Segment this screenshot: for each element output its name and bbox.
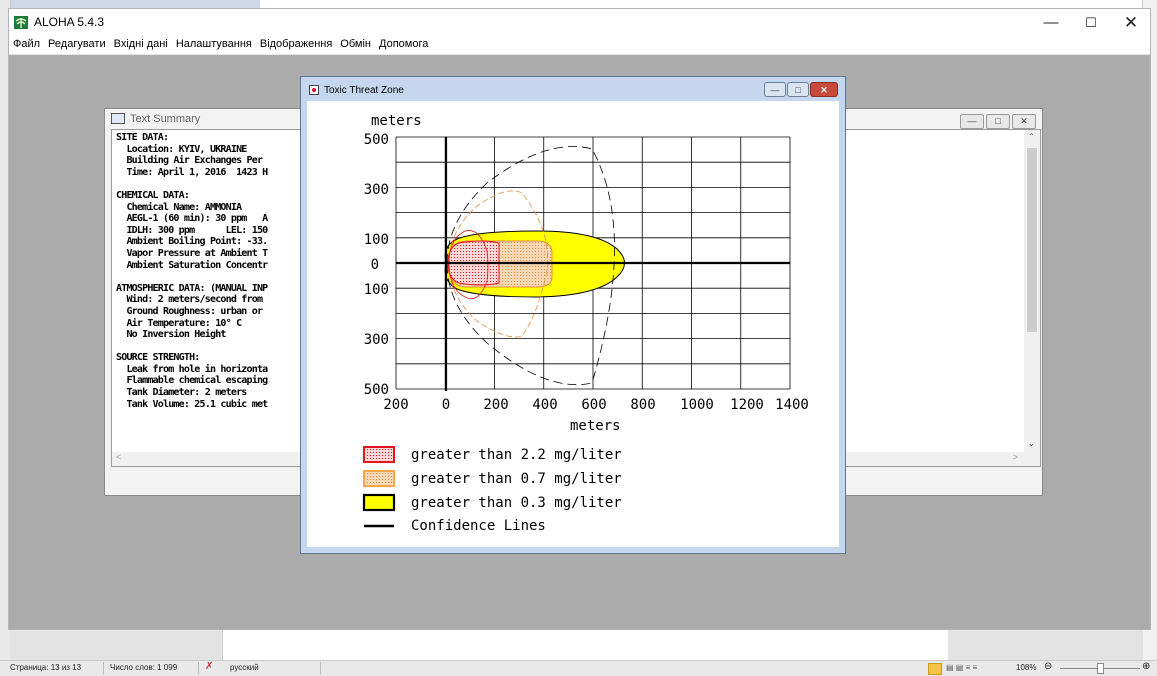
legend-label-red: greater than 2.2 mg/liter — [411, 447, 622, 463]
x-tick-label: 1400 — [775, 397, 809, 413]
menu-help[interactable]: Допомога — [379, 38, 429, 50]
y-tick-label: 100 — [364, 282, 389, 298]
text-summary-window-buttons: — □ ✕ — [958, 113, 1036, 129]
menu-edit[interactable]: Редагувати — [48, 38, 106, 50]
threat-zone-icon — [309, 85, 319, 95]
threat-zone-plot-area: meters meters 500 300 100 0 100 300 500 … — [307, 101, 839, 547]
scroll-up-icon[interactable]: ⌃ — [1028, 132, 1035, 141]
maximize-button[interactable]: ☐ — [1085, 15, 1097, 30]
print-layout-icon[interactable] — [928, 663, 942, 675]
y-tick-label: 500 — [364, 132, 389, 148]
status-word-count[interactable]: Число слов: 1 099 — [110, 663, 178, 672]
status-page[interactable]: Страница: 13 из 13 — [10, 663, 82, 672]
x-tick-label: 0 — [442, 397, 450, 413]
minimize-button[interactable]: — — [1043, 14, 1059, 31]
confidence-line-outer — [446, 146, 615, 386]
menu-bar: Файл Редагувати Вхідні дані Налаштування Від… — [9, 36, 1150, 55]
scroll-down-icon[interactable]: ⌄ — [1028, 439, 1035, 448]
summary-scroll-thumb[interactable] — [1027, 148, 1037, 332]
toxic-threat-zone-window: Toxic Threat Zone — □ ✕ — [300, 76, 846, 554]
word-toolbar-strip — [0, 0, 260, 8]
menu-file[interactable]: Файл — [13, 38, 41, 50]
x-tick-label: 800 — [630, 397, 655, 413]
menu-input-data[interactable]: Вхідні дані — [113, 38, 168, 50]
summary-vertical-scrollbar[interactable]: ⌃ ⌄ — [1024, 130, 1040, 466]
summary-close-button[interactable]: ✕ — [1012, 114, 1036, 129]
word-margin-left — [10, 628, 222, 660]
legend-label-yellow: greater than 0.3 mg/liter — [411, 495, 622, 511]
view-mode-icons[interactable]: ▤ ▤ ≡ ≡ — [946, 663, 978, 672]
menu-exchange[interactable]: Обмін — [340, 38, 371, 50]
scroll-left-icon[interactable]: < — [116, 452, 122, 462]
threat-maximize-button[interactable]: □ — [787, 82, 809, 97]
summary-minimize-button[interactable]: — — [960, 114, 984, 129]
x-tick-label: 200 — [483, 397, 508, 413]
zoom-slider-thumb[interactable] — [1097, 663, 1104, 674]
x-tick-label: 400 — [532, 397, 557, 413]
word-margin-right — [948, 628, 1143, 660]
text-summary-icon — [111, 113, 125, 124]
y-tick-label: 500 — [364, 382, 389, 398]
aloha-window-title: ALOHA 5.4.3 — [34, 15, 105, 29]
word-document-page[interactable] — [222, 628, 950, 660]
legend-swatch-yellow — [362, 493, 396, 512]
threat-minimize-button[interactable]: — — [764, 82, 786, 97]
y-unit-label: meters — [371, 113, 422, 129]
word-status-bar: Страница: 13 из 13 Число слов: 1 099 ✗ р… — [0, 660, 1157, 676]
x-tick-label: 1000 — [680, 397, 714, 413]
zoom-in-button[interactable]: ⊕ — [1142, 661, 1151, 672]
confidence-line-red — [448, 230, 489, 300]
spellcheck-icon[interactable]: ✗ — [205, 661, 214, 672]
threat-zone-plot: meters meters 500 300 100 0 100 300 500 … — [362, 113, 809, 534]
y-tick-label: 100 — [364, 232, 389, 248]
x-unit-label: meters — [570, 418, 621, 434]
y-tick-label: 0 — [371, 257, 379, 273]
y-tick-label: 300 — [364, 182, 389, 198]
summary-maximize-button[interactable]: □ — [986, 114, 1010, 129]
zoom-out-button[interactable]: ⊖ — [1044, 661, 1053, 672]
threat-close-button[interactable]: ✕ — [810, 82, 838, 97]
legend-swatch-orange — [363, 470, 395, 487]
status-language[interactable]: русский — [230, 663, 259, 672]
aloha-titlebar: ALOHA 5.4.3 — ☐ ✕ — [9, 9, 1150, 36]
zoom-level[interactable]: 108% — [1016, 663, 1037, 672]
threat-zone-title: Toxic Threat Zone — [324, 85, 404, 96]
legend-label-orange: greater than 0.7 mg/liter — [411, 471, 622, 487]
x-tick-label: 1200 — [730, 397, 764, 413]
x-tick-label: 600 — [581, 397, 606, 413]
menu-display[interactable]: Відображення — [259, 38, 333, 50]
y-tick-label: 300 — [364, 332, 389, 348]
legend-label-confidence: Confidence Lines — [411, 518, 546, 534]
menu-settings[interactable]: Налаштування — [175, 38, 252, 50]
text-summary-title: Text Summary — [130, 113, 201, 125]
x-tick-label: 200 — [383, 397, 408, 413]
legend-swatch-red — [363, 446, 395, 463]
close-button[interactable]: ✕ — [1123, 13, 1139, 32]
text-summary-text: SITE DATA: Location: KYIV, UKRAINE Build… — [116, 132, 268, 410]
scroll-right-icon[interactable]: > — [1012, 452, 1018, 462]
confidence-line-orange — [448, 190, 549, 338]
aloha-app-icon — [14, 16, 28, 29]
threat-zone-window-buttons: — □ ✕ — [763, 82, 838, 97]
